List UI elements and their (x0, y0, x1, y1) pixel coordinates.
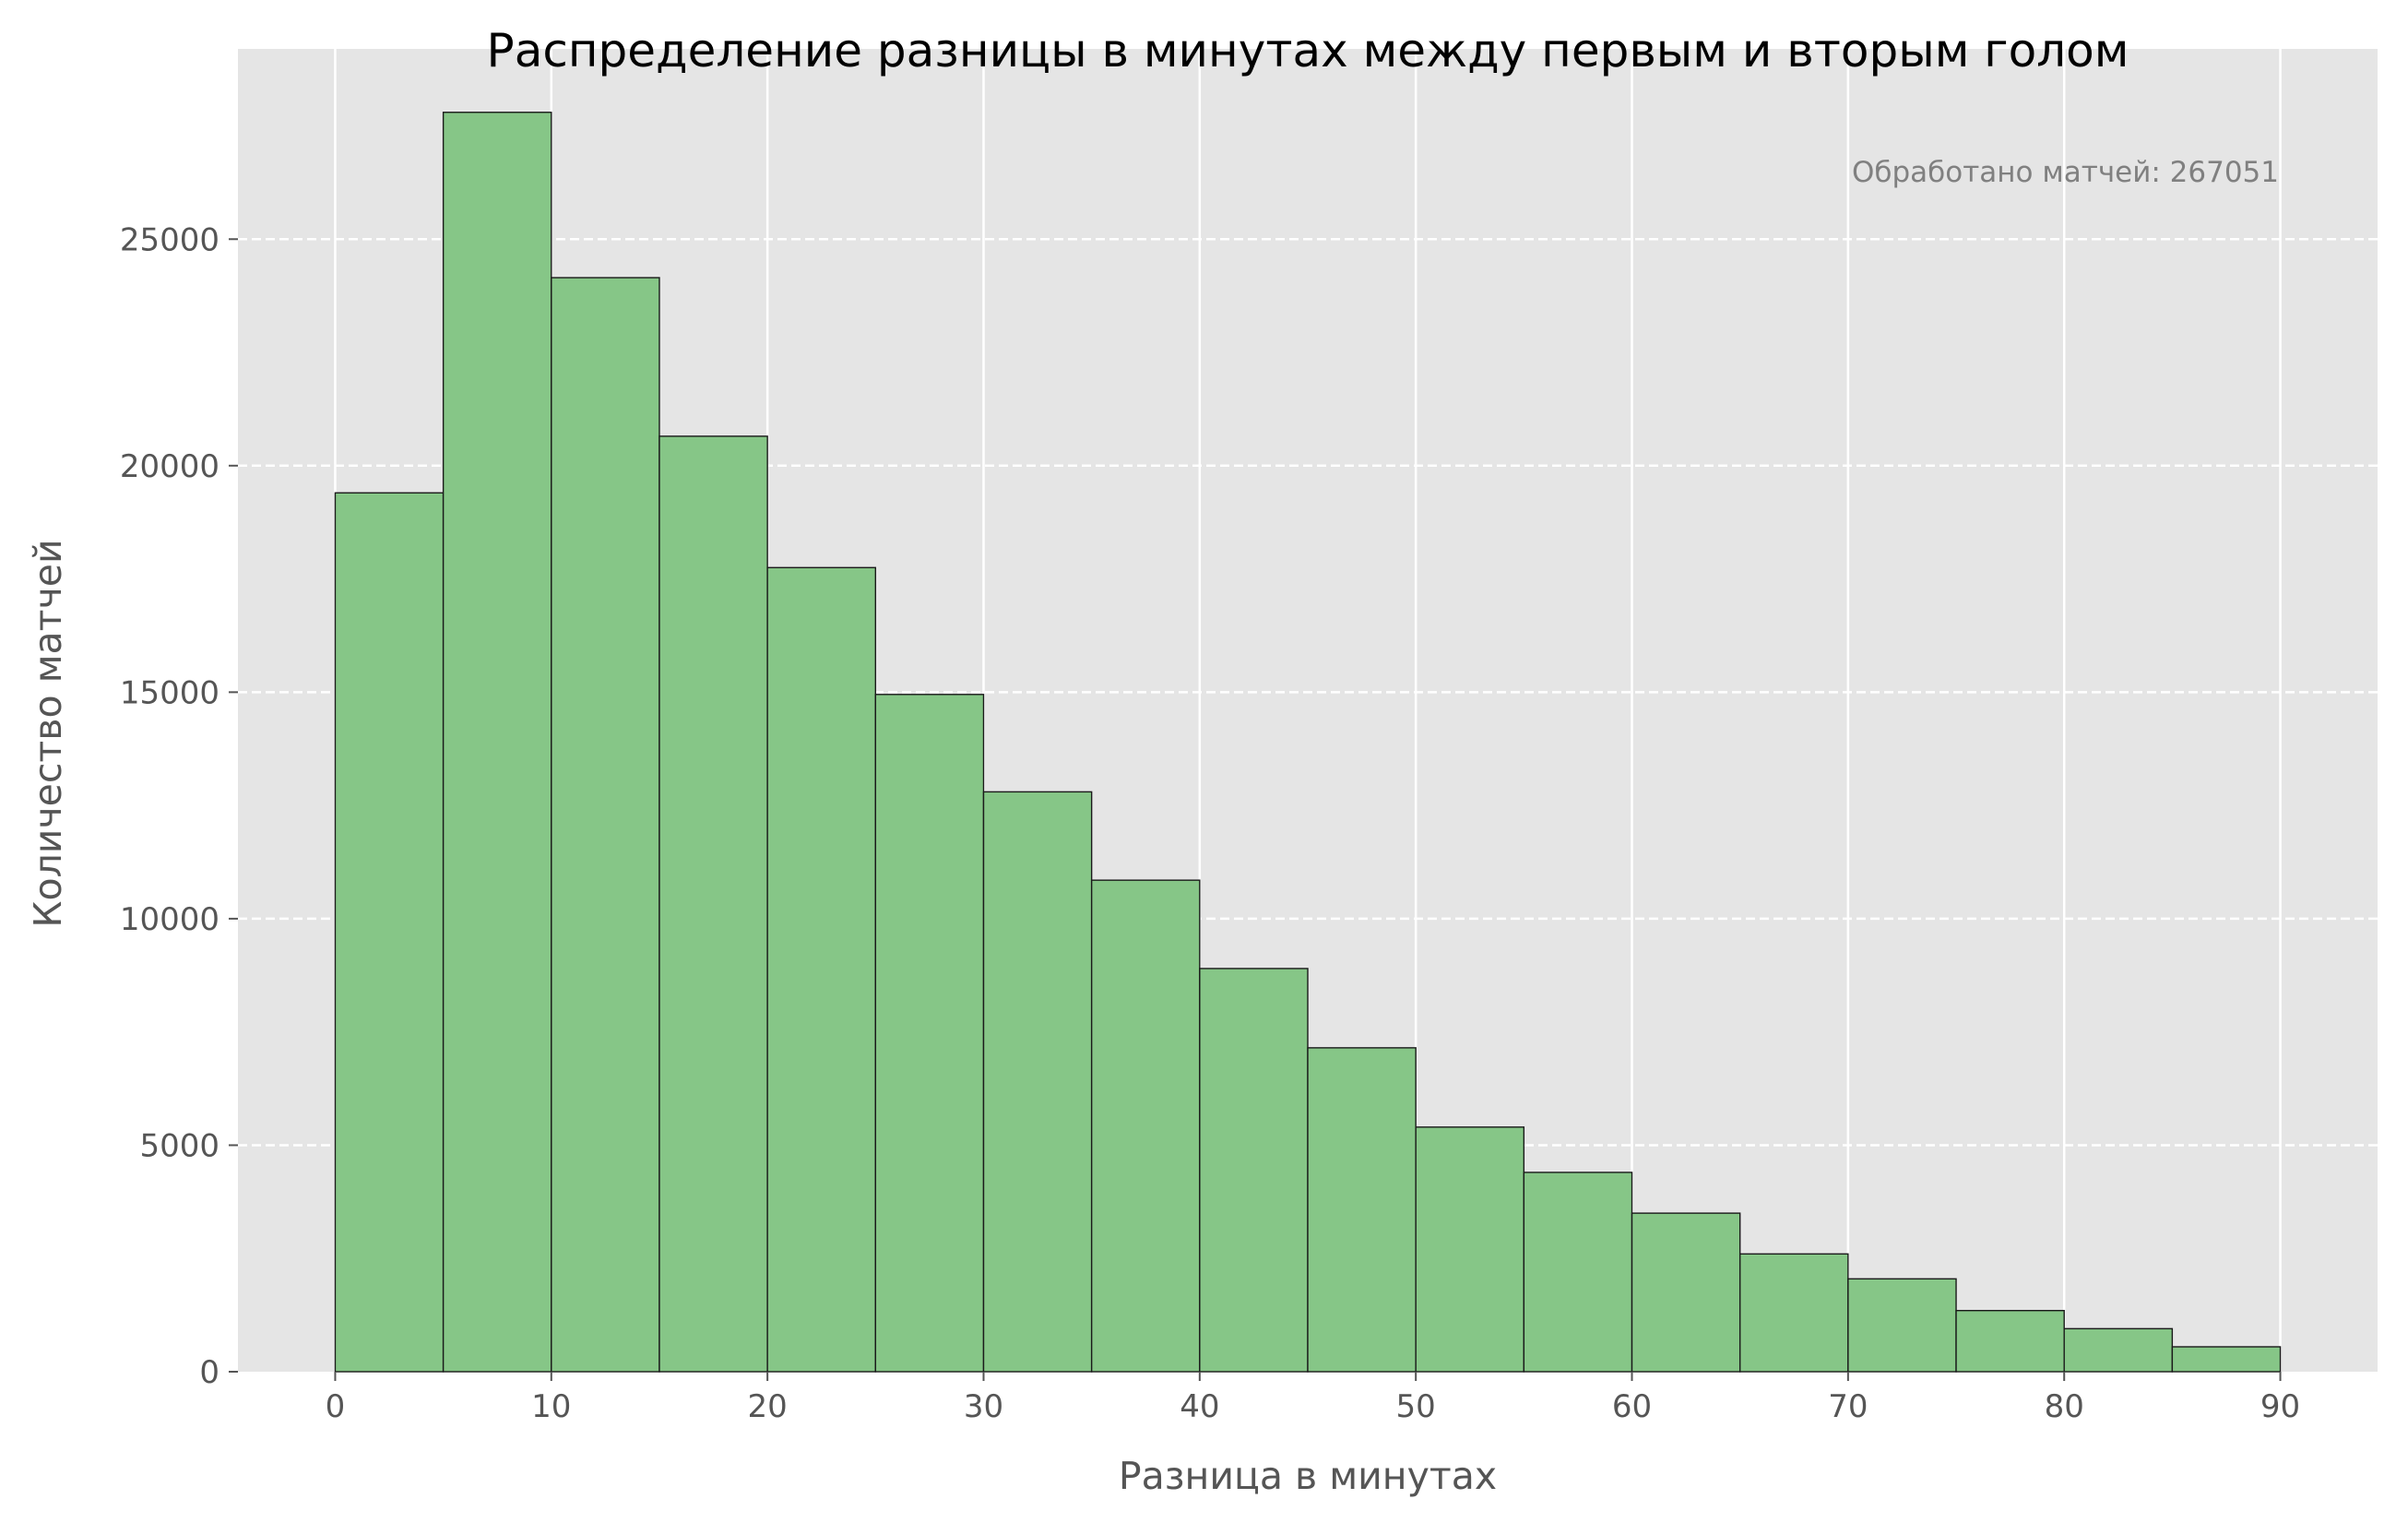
y-tick-label-0: 0 (199, 1354, 219, 1391)
histogram-bar-17 (2171, 1346, 2282, 1373)
x-tick-label-9: 90 (2260, 1388, 2300, 1425)
histogram-bar-12 (1631, 1212, 1741, 1373)
histogram-bar-5 (874, 694, 985, 1373)
histogram-bar-6 (982, 791, 1093, 1373)
histogram-bar-8 (1199, 968, 1309, 1373)
histogram-bar-2 (551, 277, 660, 1373)
histogram-bar-7 (1090, 879, 1201, 1373)
y-axis-label: Количество матчей (26, 539, 70, 927)
y-axis-ticks: 0 5000 10000 15000 20000 25000 (120, 221, 238, 1391)
histogram-bar-13 (1738, 1253, 1849, 1373)
histogram-bar-4 (766, 566, 877, 1373)
x-tick-label-3: 30 (964, 1388, 1003, 1425)
x-tick-label-5: 50 (1396, 1388, 1436, 1425)
y-tick-label-5: 25000 (120, 221, 219, 258)
y-tick-label-1: 5000 (139, 1127, 219, 1164)
x-tick-label-4: 40 (1180, 1388, 1219, 1425)
histogram-bar-11 (1523, 1172, 1633, 1373)
chart-title: Распределение разницы в минутах между пе… (487, 24, 2129, 77)
histogram-bar-9 (1307, 1047, 1417, 1373)
x-tick-label-2: 20 (748, 1388, 788, 1425)
x-tick-label-8: 80 (2045, 1388, 2084, 1425)
histogram-bar-3 (658, 435, 768, 1373)
histogram-bar-15 (1955, 1310, 2065, 1373)
histogram-bars (334, 112, 2282, 1373)
histogram-bar-10 (1415, 1126, 1525, 1373)
y-tick-label-2: 10000 (120, 901, 219, 938)
y-tick-label-4: 20000 (120, 448, 219, 485)
y-tick-label-3: 15000 (120, 674, 219, 711)
histogram-bar-1 (442, 112, 552, 1373)
histogram-bar-14 (1847, 1278, 1957, 1373)
x-axis-label: Разница в минутах (1119, 1454, 1497, 1498)
histogram-bar-0 (334, 492, 445, 1373)
histogram-bar-16 (2063, 1327, 2174, 1373)
x-tick-label-0: 0 (326, 1388, 346, 1425)
x-axis-ticks: 0 10 20 30 40 50 60 70 80 90 (326, 1372, 2300, 1425)
x-tick-label-1: 10 (531, 1388, 571, 1425)
x-tick-label-7: 70 (1828, 1388, 1868, 1425)
matches-processed-annotation: Обработано матчей: 267051 (1852, 156, 2279, 189)
x-tick-label-6: 60 (1612, 1388, 1652, 1425)
